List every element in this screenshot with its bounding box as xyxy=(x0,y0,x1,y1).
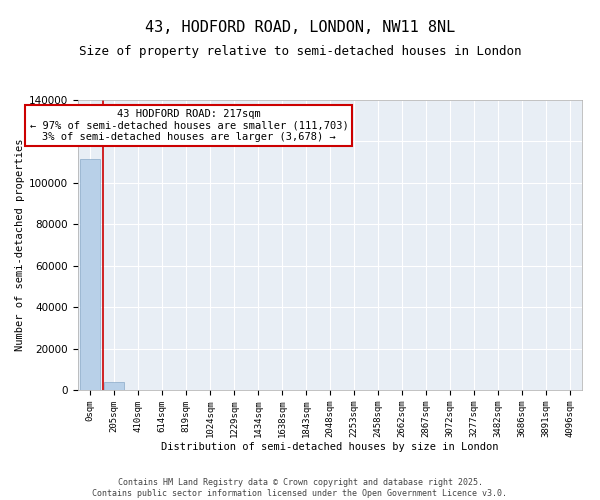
Text: 43 HODFORD ROAD: 217sqm
← 97% of semi-detached houses are smaller (111,703)
3% o: 43 HODFORD ROAD: 217sqm ← 97% of semi-de… xyxy=(29,108,348,142)
Bar xyxy=(80,158,100,390)
Text: 43, HODFORD ROAD, LONDON, NW11 8NL: 43, HODFORD ROAD, LONDON, NW11 8NL xyxy=(145,20,455,35)
X-axis label: Distribution of semi-detached houses by size in London: Distribution of semi-detached houses by … xyxy=(161,442,499,452)
Text: Contains HM Land Registry data © Crown copyright and database right 2025.
Contai: Contains HM Land Registry data © Crown c… xyxy=(92,478,508,498)
Bar xyxy=(104,382,124,390)
Y-axis label: Number of semi-detached properties: Number of semi-detached properties xyxy=(15,138,25,352)
Text: Size of property relative to semi-detached houses in London: Size of property relative to semi-detach… xyxy=(79,45,521,58)
